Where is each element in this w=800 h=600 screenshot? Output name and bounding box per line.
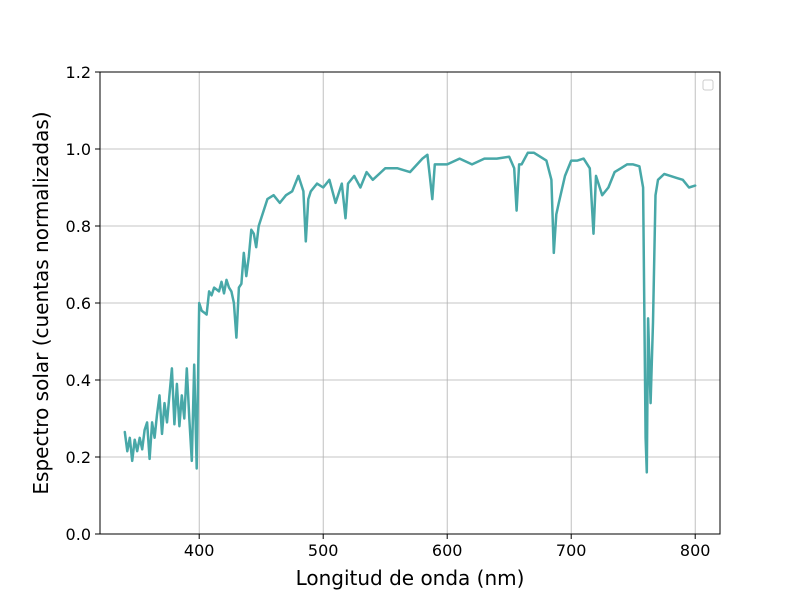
y-tick-label: 0.2 [66, 448, 91, 467]
y-axis-label: Espectro solar (cuentas normalizadas) [29, 111, 53, 494]
x-tick-label: 800 [680, 541, 711, 560]
y-tick-label: 1.2 [66, 63, 91, 82]
x-tick-label: 700 [556, 541, 587, 560]
y-tick-label: 0.0 [66, 525, 91, 544]
y-tick-label: 0.8 [66, 217, 91, 236]
x-axis: 400 500 600 700 800 [184, 534, 711, 560]
y-tick-label: 0.6 [66, 294, 91, 313]
legend-box [702, 79, 714, 91]
y-axis: 0.0 0.2 0.4 0.6 0.8 1.0 1.2 [66, 63, 100, 544]
series-layer [123, 151, 697, 474]
x-tick-label: 500 [308, 541, 339, 560]
x-axis-label: Longitud de onda (nm) [296, 566, 525, 590]
grid [100, 71, 720, 535]
y-tick-label: 0.4 [66, 371, 91, 390]
y-tick-label: 1.0 [66, 140, 91, 159]
series-line [123, 151, 697, 474]
x-tick-label: 600 [432, 541, 463, 560]
x-tick-label: 400 [184, 541, 215, 560]
